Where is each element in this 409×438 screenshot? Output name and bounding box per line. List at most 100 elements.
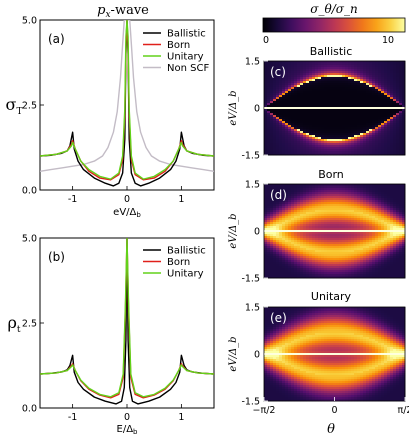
- heatmap-cell: [273, 343, 277, 346]
- heatmap-cell: [321, 123, 325, 126]
- heatmap-cell: [264, 73, 268, 76]
- heatmap-cell: [288, 202, 292, 205]
- legend-label: Born: [167, 40, 190, 51]
- heatmap-cell: [297, 266, 301, 269]
- heatmap-cell: [270, 226, 274, 229]
- heatmap-cell: [345, 266, 349, 269]
- heatmap-cell: [270, 206, 274, 209]
- heatmap-cell: [339, 220, 343, 223]
- heatmap-cell: [345, 238, 349, 241]
- heatmap-cell: [267, 363, 271, 366]
- heatmap-cell: [282, 256, 286, 259]
- heatmap-cell: [366, 252, 370, 255]
- heatmap-cell: [276, 379, 280, 382]
- heatmap-cell: [297, 274, 301, 277]
- heatmap-cell: [282, 246, 286, 249]
- heatmap-cell: [273, 103, 277, 106]
- heatmap-cell: [384, 256, 388, 259]
- heatmap-cell: [336, 135, 340, 138]
- heatmap-cell: [300, 198, 304, 201]
- heatmap-cell: [300, 65, 304, 68]
- heatmap-cell: [369, 93, 373, 96]
- heatmap-cell: [324, 224, 328, 227]
- heatmap-cell: [381, 222, 385, 225]
- heatmap-cell: [321, 194, 325, 197]
- heatmap-cell: [327, 77, 331, 80]
- heatmap-cell: [342, 228, 346, 231]
- heatmap-cell: [276, 327, 280, 330]
- heatmap-cell: [330, 234, 334, 237]
- heatmap-cell: [285, 196, 289, 199]
- heatmap-cell: [354, 73, 358, 76]
- heatmap-cell: [267, 115, 271, 118]
- heatmap-cell: [309, 93, 313, 96]
- heatmap-cell: [312, 204, 316, 207]
- heatmap-cell: [345, 270, 349, 273]
- heatmap-cell: [321, 202, 325, 205]
- heatmap-cell: [264, 222, 268, 225]
- heatmap-cell: [279, 145, 283, 148]
- heatmap-cell: [324, 246, 328, 249]
- heatmap-cell: [288, 256, 292, 259]
- heatmap-cell: [369, 272, 373, 275]
- heatmap-cell: [381, 133, 385, 136]
- heatmap-cell: [264, 357, 268, 360]
- heatmap-cell: [345, 119, 349, 122]
- heatmap-cell: [378, 97, 382, 100]
- heatmap-cell: [312, 95, 316, 98]
- heatmap-cell: [402, 222, 406, 225]
- heatmap-cell: [342, 260, 346, 263]
- heatmap-cell: [303, 127, 307, 130]
- heatmap-cell: [297, 184, 301, 187]
- heatmap-cell: [273, 268, 277, 271]
- heatmap-cell: [402, 131, 406, 134]
- heatmap-cell: [273, 89, 277, 92]
- heatmap-cell: [285, 115, 289, 118]
- heatmap-cell: [402, 240, 406, 243]
- heatmap-cell: [300, 97, 304, 100]
- heatmap-cell: [333, 274, 337, 277]
- heatmap-cell: [324, 85, 328, 88]
- heatmap-cell: [276, 381, 280, 384]
- heatmap-cell: [288, 373, 292, 376]
- heatmap-cell: [390, 121, 394, 124]
- heatmap-cell: [291, 256, 295, 259]
- heatmap-cell: [378, 238, 382, 241]
- heatmap-cell: [264, 113, 268, 116]
- heatmap-cell: [384, 69, 388, 72]
- heatmap-cell: [387, 133, 391, 136]
- heatmap-cell: [297, 210, 301, 213]
- heatmap-cell: [279, 323, 283, 326]
- heatmap-cell: [276, 246, 280, 249]
- heatmap-cell: [393, 111, 397, 114]
- heatmap-cell: [285, 234, 289, 237]
- heatmap-cell: [264, 188, 268, 191]
- heatmap-cell: [288, 377, 292, 380]
- heatmap-cell: [384, 131, 388, 134]
- heatmap-cell: [297, 71, 301, 74]
- heatmap-cell: [336, 115, 340, 118]
- heatmap-cell: [267, 385, 271, 388]
- heatmap-cell: [384, 141, 388, 144]
- heatmap-cell: [282, 317, 286, 320]
- heatmap-cell: [282, 196, 286, 199]
- heatmap-cell: [306, 141, 310, 144]
- heatmap-cell: [285, 77, 289, 80]
- heatmap-cell: [303, 77, 307, 80]
- heatmap-cell: [297, 276, 301, 279]
- heatmap-cell: [336, 246, 340, 249]
- heatmap-cell: [345, 258, 349, 261]
- heatmap-cell: [351, 222, 355, 225]
- heatmap-cell: [336, 184, 340, 187]
- heatmap-cell: [264, 393, 268, 396]
- heatmap-cell: [336, 137, 340, 140]
- heatmap-cell: [372, 272, 376, 275]
- heatmap-cell: [369, 244, 373, 247]
- heatmap-cell: [291, 192, 295, 195]
- heatmap-cell: [360, 246, 364, 249]
- heatmap-cell: [267, 397, 271, 400]
- heatmap-cell: [369, 222, 373, 225]
- heatmap-cell: [297, 73, 301, 76]
- heatmap-cell: [267, 208, 271, 211]
